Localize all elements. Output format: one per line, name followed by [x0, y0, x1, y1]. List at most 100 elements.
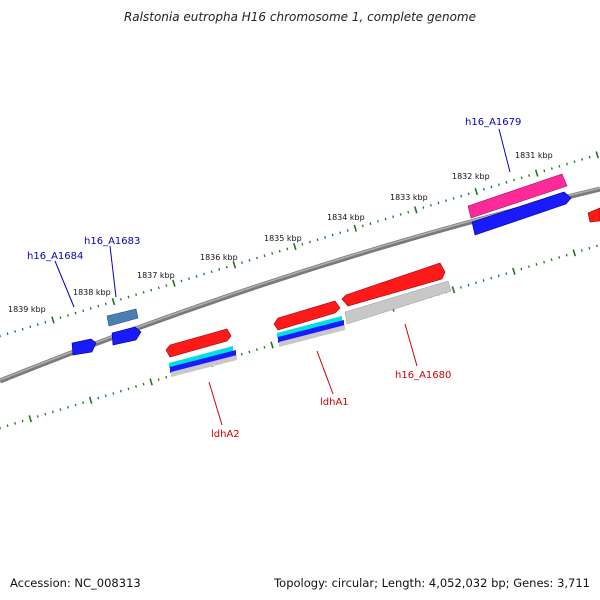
minor-tick: [452, 197, 455, 200]
major-tick: [474, 187, 479, 196]
minor-tick: [36, 323, 39, 326]
minor-tick: [67, 405, 69, 409]
minor-tick: [225, 265, 228, 269]
gene-h16-a1679[interactable]: [467, 173, 568, 219]
minor-tick: [104, 394, 107, 398]
minor-tick: [263, 254, 266, 258]
minor-tick: [377, 220, 379, 223]
gene-h16-a1683-feature[interactable]: [111, 326, 142, 346]
minor-tick: [566, 162, 568, 166]
label-ldhA2[interactable]: ldhA2: [211, 429, 240, 440]
minor-tick: [104, 302, 107, 306]
tick-label: 1837 kbp: [137, 271, 175, 280]
gene-h16-a1684[interactable]: [71, 338, 97, 356]
major-tick: [232, 261, 237, 269]
minor-tick: [97, 396, 100, 400]
gene-features: [71, 173, 600, 377]
major-tick: [293, 242, 297, 251]
minor-tick: [29, 325, 32, 329]
minor-tick: [135, 385, 137, 388]
tick-label: 1838 kbp: [73, 288, 111, 297]
minor-tick: [467, 192, 470, 196]
gene-labels: h16_A1679 h16_A1683 h16_A1684 ldhA2 ldhA…: [27, 117, 521, 440]
gene-ldhA1[interactable]: [273, 300, 341, 331]
minor-tick: [550, 258, 553, 262]
minor-tick: [520, 267, 523, 271]
minor-tick: [520, 176, 523, 180]
minor-tick: [595, 244, 598, 248]
scale-tick-labels: 1831 kbp 1832 kbp 1833 kbp 1834 kbp 1835…: [8, 151, 553, 314]
minor-tick: [255, 348, 258, 351]
minor-tick: [6, 424, 9, 428]
minor-tick: [82, 401, 85, 404]
minor-tick: [51, 410, 54, 414]
minor-tick: [513, 178, 516, 182]
minor-tick: [210, 270, 213, 274]
major-tick: [414, 206, 418, 214]
minor-tick: [543, 260, 546, 264]
major-tick: [451, 286, 456, 294]
minor-tick: [369, 222, 372, 225]
minor-tick: [74, 403, 77, 407]
minor-tick: [256, 256, 259, 260]
minor-tick: [490, 185, 493, 189]
minor-tick: [445, 199, 448, 203]
minor-tick: [180, 279, 183, 283]
minor-tick: [490, 276, 493, 280]
label-h16-a1683[interactable]: h16_A1683: [84, 236, 140, 247]
gene-edge-partial[interactable]: [587, 207, 600, 223]
minor-tick: [588, 155, 591, 159]
minor-tick: [497, 183, 500, 186]
minor-tick: [573, 160, 576, 164]
label-h16-a1684[interactable]: h16_A1684: [27, 251, 83, 262]
minor-tick: [188, 277, 190, 281]
minor-tick: [14, 422, 17, 425]
gene-h16-a1683[interactable]: [106, 308, 139, 327]
minor-tick: [505, 272, 508, 275]
label-h16-a1679[interactable]: h16_A1679: [465, 117, 521, 128]
ldhA2-feature-blue: [170, 350, 236, 373]
ldhA2-feature-cyan: [169, 346, 233, 368]
minor-tick: [407, 210, 410, 214]
minor-tick: [112, 392, 115, 395]
minor-tick: [195, 275, 198, 278]
major-tick: [149, 378, 153, 386]
minor-tick: [59, 316, 62, 319]
minor-tick: [467, 283, 470, 287]
minor-tick: [565, 253, 568, 257]
major-tick: [353, 224, 358, 232]
minor-tick: [278, 249, 281, 253]
minor-tick: [535, 263, 538, 266]
minor-tick: [119, 389, 122, 393]
minor-tick: [14, 330, 17, 333]
minor-tick: [240, 261, 243, 264]
ldhA1-feature-blue: [278, 320, 344, 343]
minor-tick: [36, 415, 39, 418]
minor-tick: [429, 203, 432, 207]
minor-tick: [203, 272, 206, 276]
minor-tick: [44, 412, 47, 416]
minor-tick: [127, 295, 130, 299]
minor-tick: [482, 279, 485, 282]
minor-tick: [550, 167, 553, 170]
label-h16-a1680[interactable]: h16_A1680: [395, 370, 451, 381]
tick-label: 1833 kbp: [390, 193, 428, 202]
minor-tick: [482, 187, 485, 191]
major-tick: [111, 298, 116, 306]
minor-tick: [142, 291, 145, 294]
minor-tick: [119, 297, 122, 301]
gene-h16-a1680[interactable]: [341, 262, 446, 307]
minor-tick: [392, 215, 395, 219]
label-ldhA1[interactable]: ldhA1: [320, 397, 349, 408]
minor-tick: [384, 217, 387, 221]
minor-tick: [339, 231, 342, 235]
minor-tick: [324, 236, 327, 239]
minor-tick: [422, 206, 425, 209]
minor-tick: [286, 247, 289, 251]
minor-tick: [165, 284, 168, 287]
minor-tick: [127, 387, 130, 391]
gene-ldhA2[interactable]: [165, 328, 232, 358]
h16-a1679-feature-blue[interactable]: [471, 191, 572, 236]
genome-summary-text: Topology: circular; Length: 4,052,032 bp…: [274, 576, 590, 590]
minor-tick: [82, 309, 85, 313]
